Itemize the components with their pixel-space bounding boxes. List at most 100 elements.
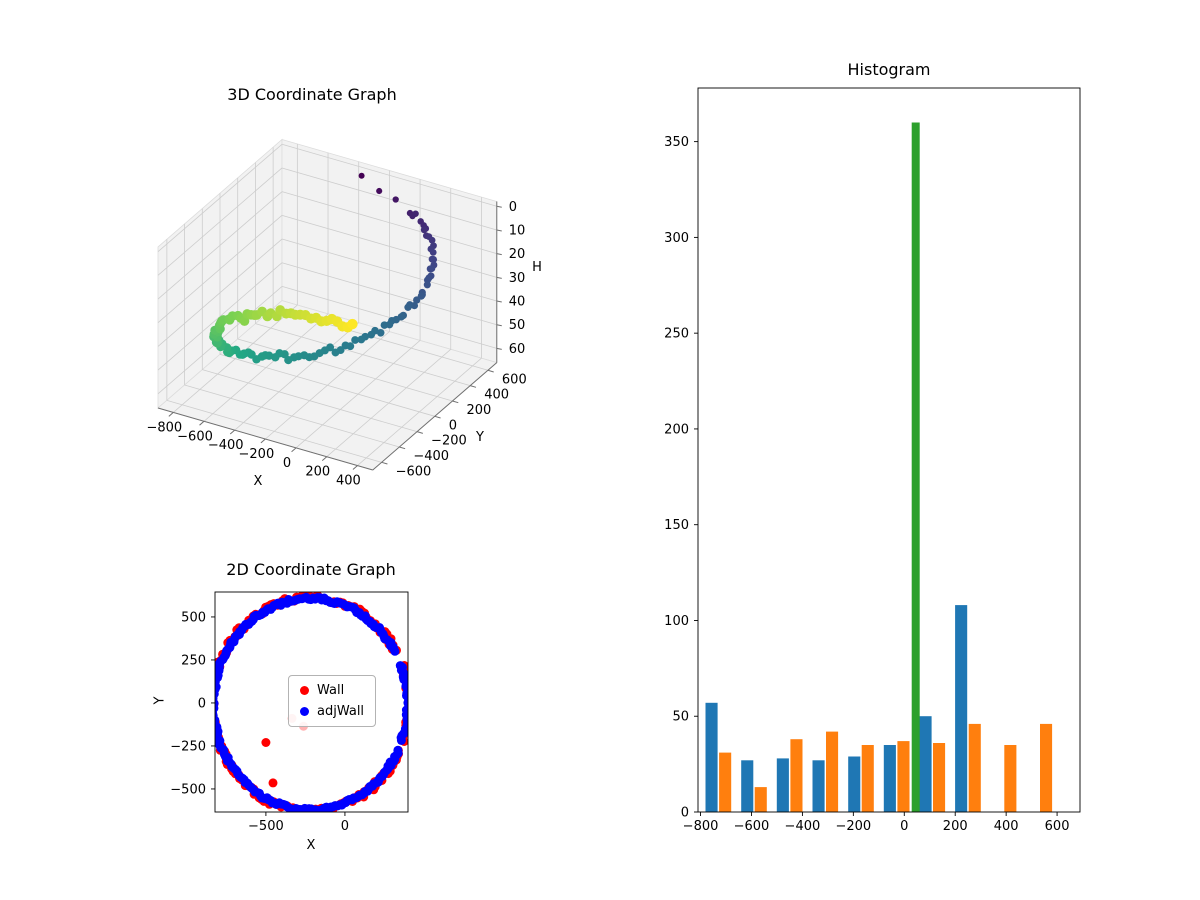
grid-line xyxy=(157,215,283,324)
hist-bar xyxy=(776,758,789,812)
grid-line xyxy=(157,191,283,300)
scatter-point xyxy=(205,706,214,715)
x-tick-label: 600 xyxy=(1045,819,1070,834)
x-tick xyxy=(260,438,266,444)
y-axis-spine xyxy=(372,362,498,471)
axes-box-2d xyxy=(214,591,409,813)
grid-line xyxy=(166,399,382,463)
scatter-point xyxy=(395,661,405,671)
y-tick xyxy=(470,385,477,388)
y-tick-label: 0 xyxy=(198,696,206,711)
hist-marker-bar xyxy=(911,122,920,812)
y-tick-label: 200 xyxy=(664,422,689,437)
y-tick xyxy=(434,415,441,419)
path-point-3d xyxy=(380,321,389,329)
y-tick-label: −500 xyxy=(170,782,206,797)
x-tick-label: −600 xyxy=(734,819,770,834)
hist-bar xyxy=(848,756,861,812)
plot3d: −800−600−400−2000200400−600−400−20002004… xyxy=(146,138,527,489)
y-tick-label: 400 xyxy=(484,388,509,403)
path-point-3d xyxy=(412,210,419,217)
y-tick-label: 50 xyxy=(672,710,689,725)
grid-line xyxy=(157,262,283,371)
z-tick xyxy=(496,347,502,350)
outlier-point xyxy=(261,738,271,747)
wall-marker-icon xyxy=(300,686,309,695)
plot3d-yaxis-label: Y xyxy=(476,430,484,445)
y-tick-label: −200 xyxy=(431,434,467,449)
x-tick-label: 400 xyxy=(994,819,1019,834)
x-tick-label: 0 xyxy=(341,819,349,834)
path-point-3d xyxy=(426,265,434,273)
hist-bar xyxy=(933,743,946,812)
z-tick xyxy=(496,276,502,279)
y-tick-label: 600 xyxy=(502,372,527,387)
path-point-3d xyxy=(428,236,436,244)
axes-box-hist xyxy=(697,87,1081,813)
scatter-point xyxy=(215,689,219,699)
y-tick xyxy=(487,369,494,373)
histogram-plot: −800 −600 −400 −200 0 200 400 600 0 50 100 150 200 25… xyxy=(664,87,1081,834)
y-tick-label: 250 xyxy=(664,327,689,342)
z-tick-label: 40 xyxy=(509,295,526,310)
y-tick xyxy=(399,446,406,450)
x-tick xyxy=(229,429,236,435)
y-tick xyxy=(452,400,459,404)
path-points-3d xyxy=(209,172,438,365)
grid-line xyxy=(281,238,497,302)
plot2d: −500 0 −500 −250 0 250 500 xyxy=(170,591,409,834)
grid-line xyxy=(255,323,471,387)
legend[interactable]: Wall adjWall xyxy=(288,675,377,727)
grid-line xyxy=(281,167,497,231)
z-tick xyxy=(496,300,502,303)
hist-bar xyxy=(919,716,932,812)
hist-bar xyxy=(1040,723,1053,812)
y-tick xyxy=(416,431,423,434)
z-tick-label: 60 xyxy=(509,342,526,357)
legend-item-wall: Wall xyxy=(300,683,344,698)
y-tick-label: −400 xyxy=(413,449,449,464)
y-tick-label: −250 xyxy=(170,739,206,754)
hist-bar xyxy=(883,745,896,812)
z-tick-label: 50 xyxy=(509,318,526,333)
plot2d-title: 2D Coordinate Graph xyxy=(226,560,396,579)
x-tick-label: −600 xyxy=(177,429,213,444)
path-point-3d xyxy=(420,226,428,234)
x-tick-label: −400 xyxy=(785,819,821,834)
grid-line xyxy=(184,384,400,448)
path-point-3d xyxy=(429,248,437,256)
hist-bar xyxy=(812,760,825,812)
scatter-point xyxy=(393,745,403,755)
path-point-3d xyxy=(367,330,376,339)
hist-bar xyxy=(897,741,910,812)
z-tick xyxy=(496,205,502,208)
adjwall-marker-icon xyxy=(300,707,309,716)
z-tick xyxy=(496,229,502,232)
hist-bar xyxy=(968,723,981,812)
points-adjWall xyxy=(215,592,408,812)
x-tick xyxy=(168,412,174,417)
y-tick-label: 0 xyxy=(681,806,689,821)
x-tick xyxy=(291,447,297,453)
hist-bars-series-orange xyxy=(719,723,1053,812)
grid-line xyxy=(157,143,283,252)
x-tick-label: −500 xyxy=(248,819,284,834)
path-point-3d xyxy=(423,281,431,289)
path-point-3d xyxy=(341,341,350,350)
x-tick-label: −200 xyxy=(835,819,871,834)
path-point-3d xyxy=(284,355,293,365)
grid-line xyxy=(281,286,497,349)
z-tick xyxy=(496,253,502,256)
z-tick-label: 20 xyxy=(509,247,526,262)
hist-bar xyxy=(741,760,754,812)
scatter-points-2d xyxy=(205,592,408,812)
hist-bar xyxy=(790,739,803,812)
plot3d-xaxis-label: X xyxy=(253,474,263,489)
outlier-point xyxy=(268,778,278,788)
path-point-3d xyxy=(430,256,438,263)
x-tick-label: 200 xyxy=(943,819,968,834)
hist-bars-series-blue xyxy=(705,605,968,812)
hist-bar xyxy=(955,605,968,812)
